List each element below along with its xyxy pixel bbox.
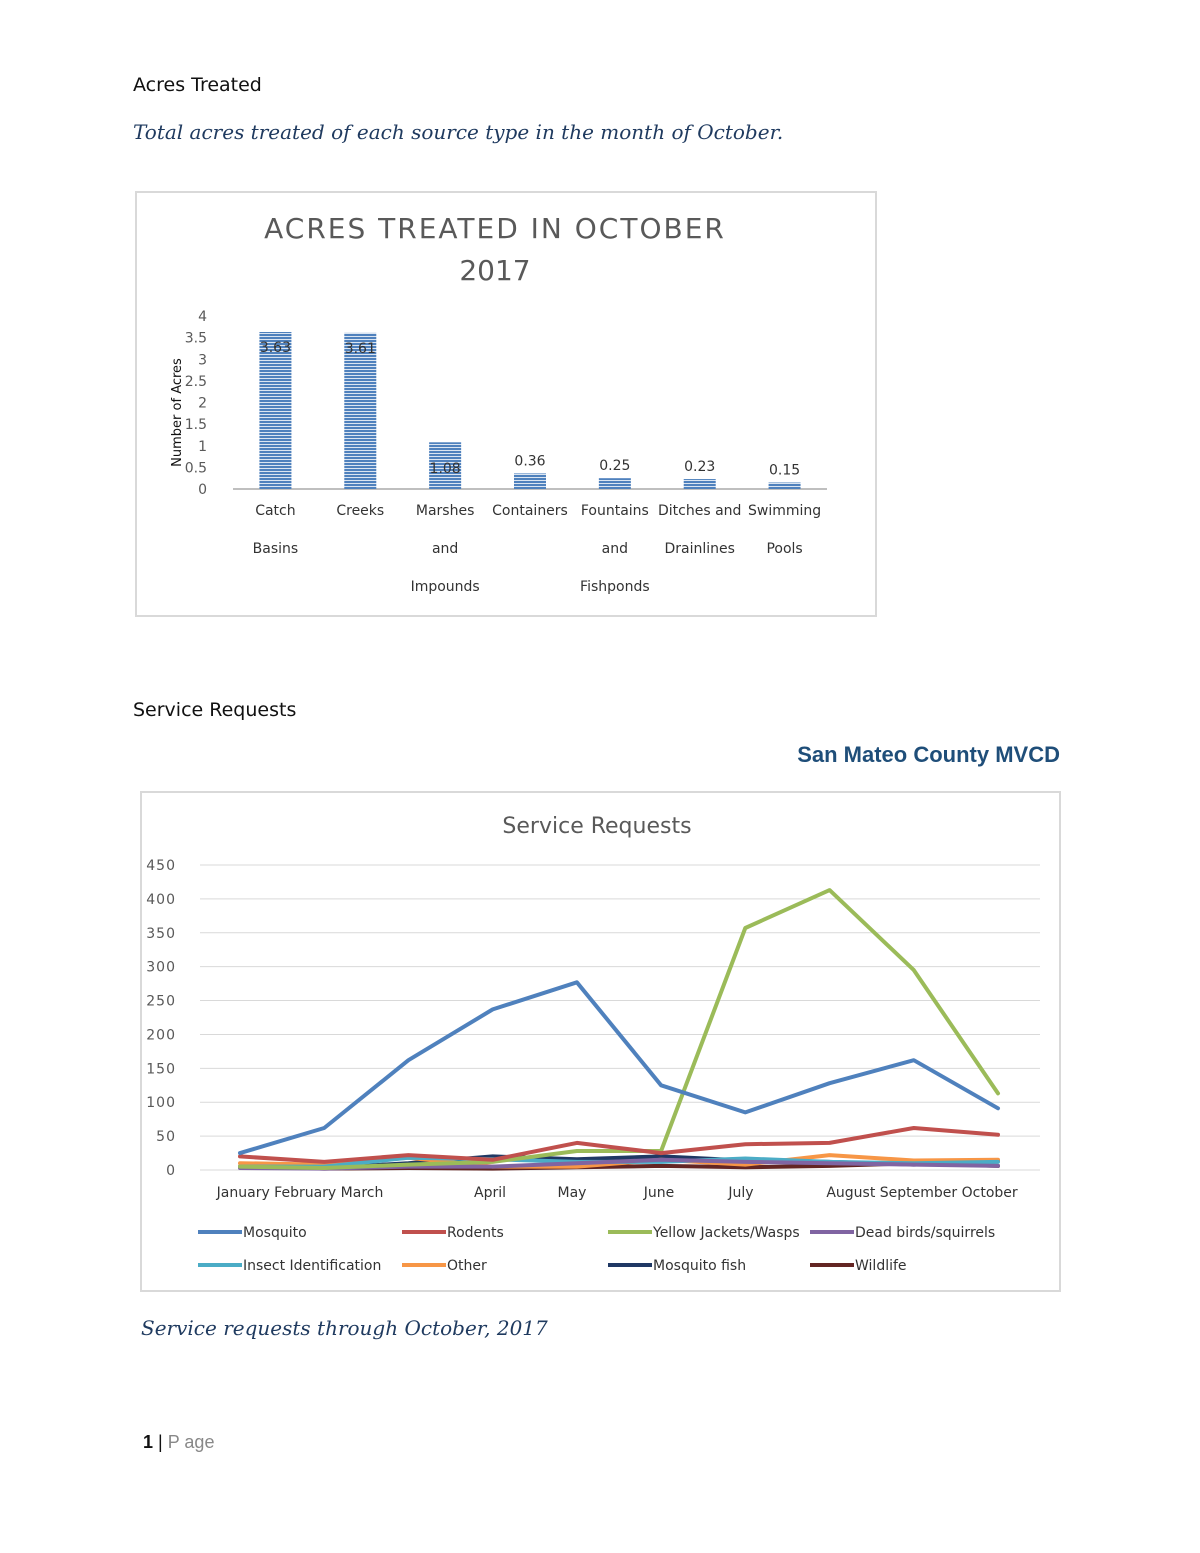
- y-tick-label: 350: [146, 926, 176, 942]
- x-tick-label: April: [474, 1185, 506, 1201]
- x-tick-label: and: [432, 541, 458, 557]
- y-axis-label: Number of Acres: [170, 358, 185, 467]
- x-tick-label: Impounds: [411, 579, 480, 595]
- y-tick-label: 0: [166, 1163, 176, 1179]
- series-line: [238, 1126, 1000, 1164]
- data-label: 1.08: [430, 461, 461, 477]
- x-tick-label: Ditches and: [658, 503, 741, 519]
- acres-caption: Total acres treated of each source type …: [133, 120, 784, 144]
- page-footer: 1 | P age: [143, 1432, 214, 1453]
- y-tick-label: 450: [146, 858, 176, 874]
- y-tick-label: 400: [146, 892, 176, 908]
- x-tick-label: May: [558, 1185, 587, 1201]
- service-chart-frame: Service Requests 0 50 100 150 200 250 300 350 400…: [140, 791, 1061, 1292]
- series-line: [238, 980, 1000, 1156]
- x-tick-label: and: [602, 541, 628, 557]
- bar: [429, 442, 462, 489]
- x-tick-label: Swimming: [748, 503, 821, 519]
- x-tick-label: Fountains: [581, 503, 649, 519]
- legend-label: Mosquito fish: [653, 1258, 746, 1274]
- y-tick-label: 1.5: [185, 417, 207, 433]
- acres-bar-chart: ACRES TREATED IN OCTOBER 2017 Number of Ac…: [170, 212, 827, 595]
- x-tick-label: Drainlines: [664, 541, 734, 557]
- legend-label: Insect Identification: [243, 1258, 381, 1274]
- data-label: 3.63: [260, 340, 291, 356]
- x-tick-label: January February March: [216, 1185, 384, 1201]
- y-tick-label: 100: [146, 1095, 176, 1111]
- page-label: P age: [167, 1432, 215, 1452]
- data-label: 0.25: [599, 458, 630, 474]
- acres-chart-frame: ACRES TREATED IN OCTOBER 2017 Number of Ac…: [135, 191, 877, 617]
- x-tick-label: Creeks: [336, 503, 384, 519]
- legend-label: Wildlife: [855, 1258, 907, 1274]
- page-separator: |: [158, 1432, 163, 1452]
- y-tick-label: 150: [146, 1061, 176, 1077]
- data-label: 0.36: [514, 453, 545, 469]
- legend-label: Other: [447, 1258, 487, 1274]
- x-tick-label: Fishponds: [580, 579, 650, 595]
- legend-label: Mosquito: [243, 1225, 307, 1241]
- service-section-heading: Service Requests: [133, 699, 297, 721]
- bar: [598, 478, 631, 489]
- legend-label: Yellow Jackets/Wasps: [652, 1225, 800, 1241]
- x-tick-label: Catch: [255, 503, 295, 519]
- x-tick-label: June: [643, 1185, 675, 1201]
- series-line: [238, 888, 1000, 1170]
- y-tick-label: 1: [198, 439, 207, 455]
- data-label: 3.61: [345, 341, 376, 357]
- y-tick-label: 3.5: [185, 331, 207, 347]
- y-tick-label: 250: [146, 994, 176, 1010]
- x-tick-label: Containers: [492, 503, 568, 519]
- chart-title-line: 2017: [459, 254, 530, 287]
- service-line-chart: Service Requests 0 50 100 150 200 250 300 350 400…: [146, 814, 1040, 1274]
- y-tick-label: 0.5: [185, 460, 207, 476]
- y-tick-label: 50: [156, 1129, 176, 1145]
- x-tick-label: Basins: [253, 541, 299, 557]
- legend-label: Rodents: [447, 1225, 504, 1241]
- bar: [344, 332, 377, 489]
- y-tick-label: 300: [146, 960, 176, 976]
- service-caption: Service requests through October, 2017: [141, 1316, 548, 1340]
- bar: [259, 332, 292, 489]
- org-name: San Mateo County MVCD: [797, 742, 1060, 767]
- data-label: 0.15: [769, 463, 800, 479]
- bar: [683, 479, 716, 489]
- chart-title-line: ACRES TREATED IN OCTOBER: [264, 212, 726, 245]
- data-label: 0.23: [684, 459, 715, 475]
- acres-section-heading: Acres Treated: [133, 74, 262, 96]
- bar: [768, 482, 801, 489]
- y-tick-label: 4: [198, 309, 207, 325]
- x-tick-label: August September October: [826, 1185, 1018, 1201]
- x-tick-label: July: [727, 1185, 753, 1201]
- y-tick-label: 200: [146, 1027, 176, 1043]
- legend-label: Dead birds/squirrels: [855, 1225, 995, 1241]
- bar: [514, 473, 546, 489]
- x-tick-label: Pools: [766, 541, 802, 557]
- y-tick-label: 0: [198, 482, 207, 498]
- chart-title: Service Requests: [502, 814, 691, 839]
- x-tick-label: Marshes: [416, 503, 475, 519]
- y-tick-label: 2: [198, 396, 207, 412]
- y-tick-label: 2.5: [185, 374, 207, 390]
- y-tick-label: 3: [198, 352, 207, 368]
- page-number: 1: [143, 1432, 154, 1452]
